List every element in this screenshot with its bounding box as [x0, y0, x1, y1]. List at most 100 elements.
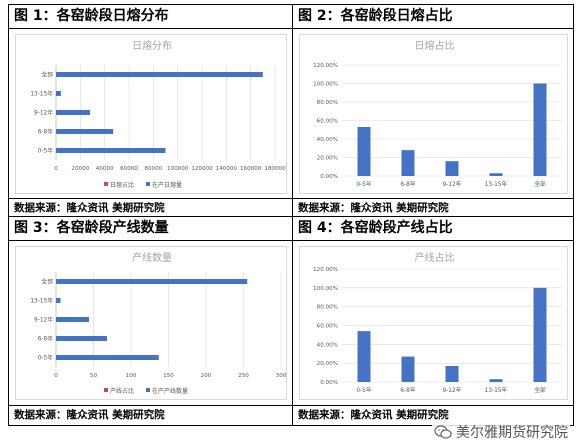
y-tick-label: 60.00%	[317, 119, 338, 125]
y-tick-label: 全部	[41, 71, 53, 79]
x-tick-label: 全部	[534, 386, 546, 394]
legend-swatch-1	[104, 182, 108, 186]
bar	[445, 161, 459, 176]
bar	[533, 287, 547, 382]
legend-swatch-2	[146, 388, 150, 392]
y-tick-label: 6-8年	[38, 335, 53, 343]
column-divider	[292, 5, 293, 425]
legend-label-2: 在产日熔量	[152, 181, 182, 189]
panel-1-title: 图 1：各窑龄段日熔分布	[9, 5, 292, 29]
y-tick-label: 100.00%	[313, 286, 338, 292]
bar	[56, 110, 91, 115]
y-tick-label: 0.00%	[320, 174, 338, 180]
chart-3-frame: 产线数量 0 50 100 150 200 250 300 0-5年 6-8年 9-12年 13-15…	[15, 246, 287, 400]
chart-2-frame: 日熔占比 0.00% 20.00% 40.00% 60.00% 80.00% 100.00%…	[299, 34, 568, 194]
bar	[56, 72, 263, 77]
y-tick-label: 0-5年	[38, 354, 53, 362]
y-tick-label: 40.00%	[317, 137, 338, 143]
x-tick-label: 13-15年	[485, 386, 508, 394]
legend-swatch-1	[104, 388, 108, 392]
panel-1-source: 数据来源：隆众资讯 美期研究院	[14, 202, 165, 214]
y-tick-label: 13-15年	[30, 90, 53, 98]
bar	[489, 173, 503, 176]
x-tick-label: 0-5年	[356, 180, 371, 188]
x-tick-label: 200	[201, 373, 212, 379]
x-tick-label: 0-5年	[356, 386, 371, 394]
x-tick-label: 全部	[534, 180, 546, 188]
x-tick-label: 9-12年	[443, 386, 462, 394]
y-tick-label: 9-12年	[34, 109, 53, 117]
row-divider-1	[9, 198, 573, 199]
y-tick-label: 100.00%	[313, 82, 338, 88]
x-tick-label: 180000	[264, 166, 286, 172]
y-tick-label: 9-12年	[34, 316, 53, 324]
x-tick-label: 300	[276, 373, 287, 379]
panel-4-title: 图 4：各窑龄段产线占比	[293, 217, 574, 241]
y-tick-label: 0.00%	[320, 380, 338, 386]
chart-title: 产线占比	[415, 251, 455, 264]
bar	[401, 150, 415, 176]
panel-4-source: 数据来源：隆众资讯 美期研究院	[298, 409, 449, 421]
x-tick-label: 140000	[216, 166, 238, 172]
legend-label-2: 在产产线数量	[152, 387, 188, 395]
y-tick-label: 20.00%	[317, 156, 338, 162]
y-tick-label: 60.00%	[317, 324, 338, 330]
row-divider-2	[9, 216, 573, 217]
panel-3-source: 数据来源：隆众资讯 美期研究院	[14, 409, 165, 421]
bar	[357, 126, 371, 176]
chart-title: 产线数量	[132, 251, 172, 264]
x-tick-label: 13-15年	[485, 180, 508, 188]
y-tick-label: 20.00%	[317, 361, 338, 367]
watermark: 美尔雅期货研究院	[432, 422, 570, 442]
row-divider-3	[9, 405, 573, 406]
chart-title: 日熔占比	[415, 39, 455, 52]
x-tick-label: 150	[163, 373, 174, 379]
panel-2-title: 图 2：各窑龄段日熔占比	[293, 5, 574, 29]
y-tick-label: 80.00%	[317, 305, 338, 311]
bar	[56, 355, 159, 360]
y-tick-label: 120.00%	[313, 63, 338, 69]
x-tick-label: 0	[54, 166, 58, 172]
x-tick-label: 80000	[144, 166, 162, 172]
chart-title: 日熔分布	[132, 39, 172, 52]
bar	[445, 365, 459, 382]
x-tick-label: 100	[126, 373, 137, 379]
chart-4-frame: 产线占比 0.00% 20.00% 40.00% 60.00% 80.00% 100.00%…	[299, 246, 568, 400]
figure-grid: 图 1：各窑龄段日熔分布 日熔分布 0 20000 40000 60000 80000 10…	[8, 4, 574, 426]
x-tick-label: 0	[54, 373, 58, 379]
chart-4: 产线占比 0.00% 20.00% 40.00% 60.00% 80.00% 100.00%…	[313, 251, 562, 394]
bar	[489, 379, 503, 382]
x-tick-label: 6-8年	[400, 180, 415, 188]
y-tick-label: 13-15年	[30, 297, 53, 305]
legend-swatch-2	[146, 182, 150, 186]
chart-2: 日熔占比 0.00% 20.00% 40.00% 60.00% 80.00% 100.00%…	[313, 39, 562, 188]
bar	[56, 298, 61, 303]
panel-2-source: 数据来源：隆众资讯 美期研究院	[298, 202, 449, 214]
x-tick-label: 40000	[96, 166, 114, 172]
legend-label-1: 产线占比	[110, 387, 134, 395]
legend-label-1: 日熔占比	[110, 181, 134, 189]
x-tick-label: 60000	[120, 166, 138, 172]
x-tick-label: 100000	[167, 166, 189, 172]
panel-3-title: 图 3：各窑龄段产线数量	[9, 217, 292, 241]
bar	[357, 331, 371, 382]
bar	[56, 91, 61, 96]
bar	[401, 356, 415, 382]
bar	[56, 336, 107, 341]
y-tick-label: 6-8年	[38, 128, 53, 136]
x-tick-label: 20000	[71, 166, 89, 172]
x-tick-label: 50	[90, 373, 98, 379]
wechat-icon	[434, 425, 452, 439]
bar	[56, 279, 248, 284]
chart-1-frame: 日熔分布 0 20000 40000 60000 80000 100000 120000 140…	[15, 34, 287, 194]
chart-1: 日熔分布 0 20000 40000 60000 80000 100000 120000 140…	[30, 39, 286, 189]
bar	[56, 148, 166, 153]
bar	[56, 317, 89, 322]
x-tick-label: 160000	[240, 166, 262, 172]
y-tick-label: 40.00%	[317, 342, 338, 348]
y-tick-label: 全部	[41, 278, 53, 286]
watermark-text: 美尔雅期货研究院	[456, 425, 568, 441]
bar	[56, 129, 114, 134]
x-tick-label: 120000	[191, 166, 213, 172]
y-tick-label: 120.00%	[313, 267, 338, 273]
